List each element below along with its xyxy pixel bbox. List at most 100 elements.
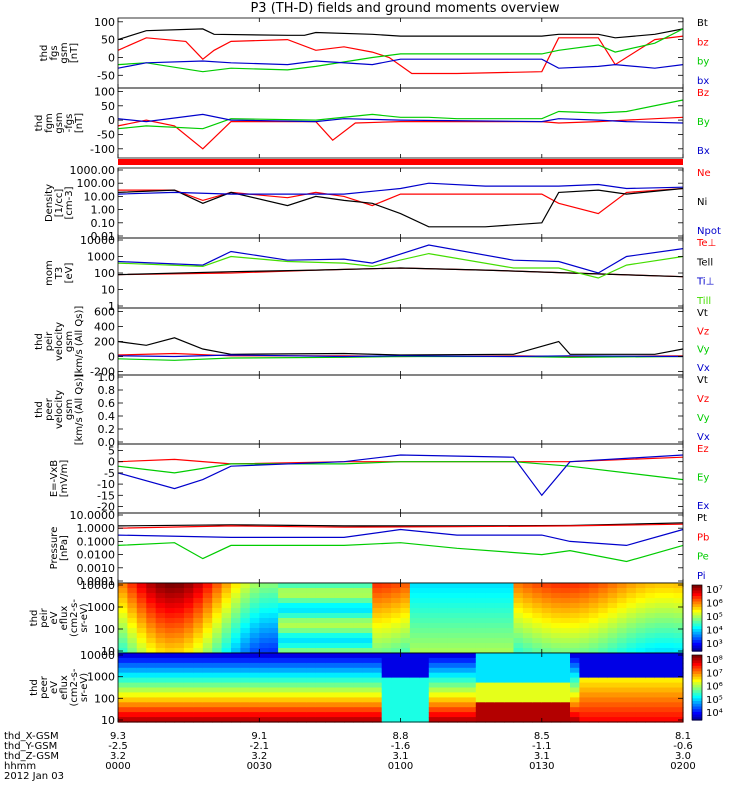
y-tick-label: -10 — [97, 478, 115, 491]
heatmap-cell — [231, 653, 241, 659]
heatmap-cell — [504, 712, 515, 718]
heatmap-cell — [344, 598, 354, 604]
heatmap-cell — [306, 677, 317, 684]
heatmap-cell — [381, 717, 392, 723]
y-tick-label: 100.00 — [77, 177, 116, 190]
heatmap-cell — [513, 682, 524, 689]
heatmap-cell — [249, 662, 260, 669]
heatmap-cell — [193, 618, 204, 624]
colorbar-cell — [692, 674, 702, 678]
heatmap-cell — [155, 712, 166, 718]
heatmap-cell — [673, 618, 684, 624]
heatmap-cell — [522, 583, 533, 589]
heatmap-cell — [466, 583, 477, 589]
heatmap-cell — [635, 677, 646, 684]
colorbar-frame — [691, 584, 703, 652]
series-line-Bt — [117, 28, 684, 41]
heatmap-cell — [296, 687, 307, 693]
heatmap-cell — [541, 692, 552, 698]
heatmap-cell — [635, 662, 646, 669]
heatmap-cell — [259, 618, 270, 624]
heatmap-cell — [146, 643, 157, 649]
heatmap-cell — [240, 613, 251, 619]
y-axis-label: [eV] — [64, 263, 75, 284]
heatmap-cell — [240, 697, 251, 703]
heatmap-cell — [212, 593, 223, 599]
heatmap-cell — [221, 603, 232, 609]
heatmap-cell — [494, 623, 505, 629]
heatmap-cell — [381, 593, 392, 599]
y-tick-label: 100 — [94, 16, 115, 29]
heatmap-cell — [183, 697, 194, 703]
heatmap-cell — [635, 682, 646, 689]
heatmap-cell — [183, 623, 194, 629]
y-axis-label: velocity — [54, 390, 65, 429]
heatmap-cell — [522, 608, 533, 614]
heatmap-cell — [409, 598, 420, 604]
heatmap-cell — [212, 657, 223, 664]
separator-band — [118, 159, 683, 165]
heatmap-cell — [268, 697, 279, 703]
heatmap-cell — [240, 653, 251, 659]
heatmap-cell — [315, 613, 326, 619]
heatmap-cell — [438, 603, 449, 609]
heatmap-cell — [174, 717, 185, 723]
y-axis-label: velocity — [54, 322, 65, 361]
heatmap-cell — [193, 643, 204, 649]
heatmap-cell — [570, 583, 580, 589]
heatmap-cell — [617, 648, 628, 654]
heatmap-cell — [541, 598, 552, 604]
heatmap-cell — [334, 588, 345, 594]
series-line-Vx — [117, 354, 684, 358]
heatmap-cell — [419, 623, 430, 629]
heatmap-cell — [570, 633, 580, 639]
heatmap-cell — [513, 677, 524, 684]
heatmap-cell — [447, 643, 458, 649]
colorbar-cell — [692, 620, 702, 625]
heatmap-cell — [673, 598, 684, 604]
heatmap-cell — [174, 623, 185, 629]
heatmap-cell — [560, 682, 571, 689]
heatmap-cell — [240, 628, 251, 634]
heatmap-cell — [118, 638, 128, 644]
heatmap-cell — [438, 657, 449, 664]
heatmap-cell — [485, 643, 496, 649]
heatmap-cell — [118, 613, 128, 619]
heatmap-cell — [165, 692, 176, 698]
heatmap-cell — [287, 702, 298, 708]
heatmap-cell — [560, 657, 571, 664]
heatmap-cell — [231, 702, 241, 708]
heatmap-cell — [212, 702, 223, 708]
heatmap-cell — [127, 682, 138, 689]
colorbar-cell — [692, 629, 702, 633]
heatmap-cell — [664, 702, 675, 708]
heatmap-cell — [136, 667, 147, 674]
heatmap-cell — [645, 628, 656, 634]
heatmap-cell — [231, 707, 241, 713]
heatmap-cell — [315, 583, 326, 589]
heatmap-cell — [607, 667, 618, 674]
heatmap-cell — [447, 638, 458, 644]
heatmap-cell — [362, 628, 373, 634]
heatmap-cell — [560, 662, 571, 669]
heatmap-cell — [183, 672, 194, 679]
heatmap-cell — [344, 648, 354, 654]
colorbar-cell — [692, 660, 702, 664]
heatmap-cell — [617, 662, 628, 669]
colorbar-cell — [692, 679, 702, 683]
heatmap-cell — [183, 692, 194, 698]
series-line-Vt — [117, 337, 684, 356]
heatmap-cell — [664, 588, 675, 594]
heatmap-cell — [607, 702, 618, 708]
heatmap-cell — [475, 608, 486, 614]
heatmap-cell — [560, 598, 571, 604]
heatmap-cell — [494, 628, 505, 634]
heatmap-cell — [457, 677, 467, 684]
heatmap-cell — [645, 633, 656, 639]
heatmap-cell — [353, 653, 364, 659]
heatmap-cell — [315, 588, 326, 594]
heatmap-cell — [419, 662, 430, 669]
heatmap-cell — [249, 603, 260, 609]
footer-value-z: 3.1 — [393, 751, 409, 762]
heatmap-cell — [362, 687, 373, 693]
